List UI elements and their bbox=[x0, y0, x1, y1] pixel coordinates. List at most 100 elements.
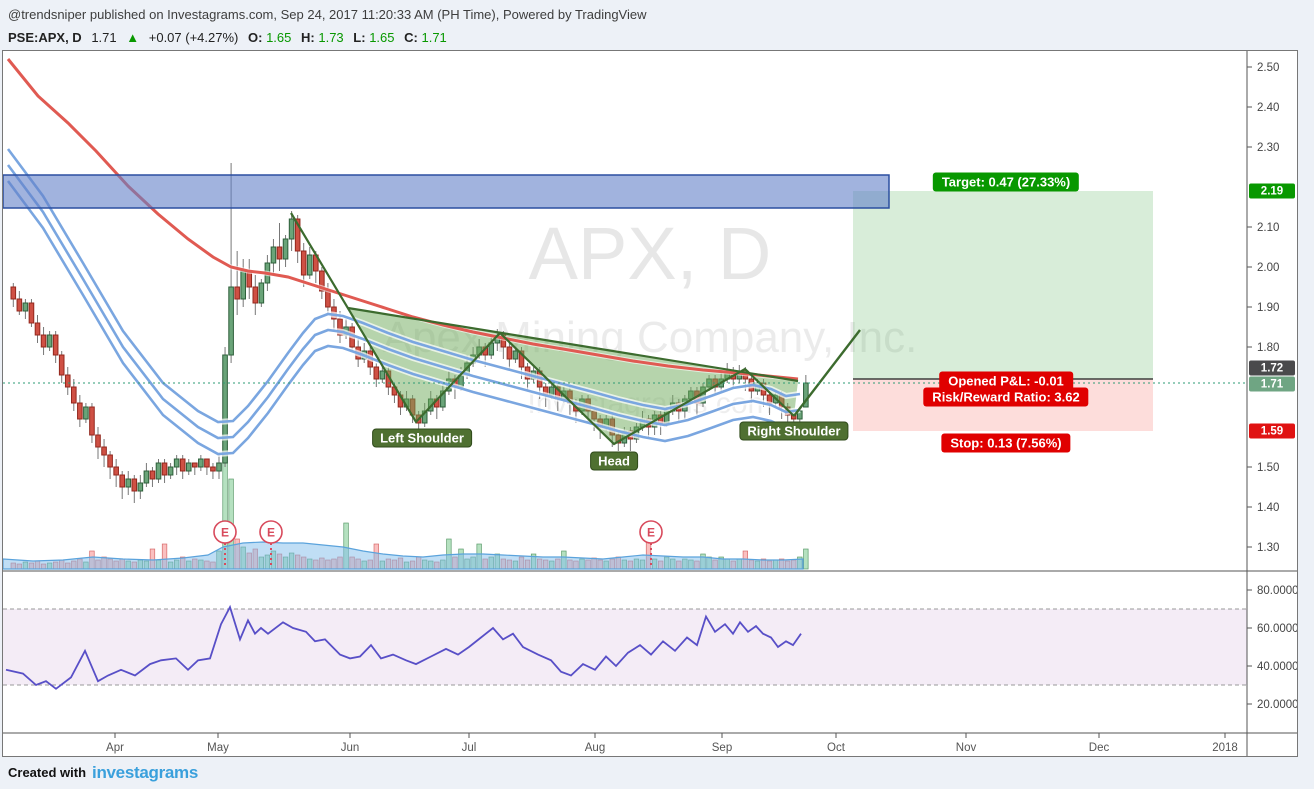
left-shoulder-label[interactable]: Left Shoulder bbox=[372, 428, 472, 448]
price-tick-label: 1.90 bbox=[1257, 302, 1279, 314]
resistance-zone[interactable] bbox=[3, 174, 890, 209]
earnings-marker-letter: E bbox=[267, 526, 275, 540]
earnings-marker-letter: E bbox=[221, 526, 229, 540]
month-label: Sep bbox=[712, 742, 732, 754]
candle-body bbox=[258, 282, 265, 304]
candle-body bbox=[294, 218, 301, 252]
month-label: Jul bbox=[462, 742, 477, 754]
candle-body bbox=[149, 470, 156, 480]
price-tick-label: 2.30 bbox=[1257, 142, 1279, 154]
candle-body bbox=[185, 462, 192, 472]
up-arrow-icon: ▲ bbox=[126, 30, 140, 45]
price-tick-label: 1.40 bbox=[1257, 502, 1279, 514]
candle-body bbox=[306, 254, 313, 276]
earnings-marker-circle[interactable] bbox=[639, 520, 663, 544]
price-tick-label: 2.40 bbox=[1257, 102, 1279, 114]
candle-body bbox=[52, 334, 59, 356]
created-with-text: Created with bbox=[8, 765, 87, 780]
candle-body bbox=[282, 238, 289, 260]
rsi-tick-label: 80.0000 bbox=[1257, 585, 1297, 597]
candle-body bbox=[192, 462, 198, 468]
month-label: Apr bbox=[106, 742, 124, 754]
candle-body bbox=[22, 302, 29, 312]
candle-body bbox=[325, 290, 331, 308]
chart-area[interactable]: APX, D Apex Mining Company, Inc. Investa… bbox=[2, 50, 1298, 757]
month-label: Jun bbox=[341, 742, 360, 754]
candle-body bbox=[210, 466, 216, 472]
month-label: Oct bbox=[827, 742, 846, 754]
pattern-outline[interactable] bbox=[290, 212, 795, 446]
price-tick-label: 2.50 bbox=[1257, 62, 1279, 74]
open-value: 1.65 bbox=[266, 30, 292, 45]
candle-body bbox=[300, 250, 307, 276]
stop-badge[interactable]: Stop: 0.13 (7.56%) bbox=[941, 433, 1071, 453]
price-tick-label: 1.50 bbox=[1257, 462, 1279, 474]
high-label: H: bbox=[301, 30, 315, 45]
candle-body bbox=[161, 462, 168, 476]
month-label: Aug bbox=[585, 742, 605, 754]
pattern-neckline[interactable] bbox=[347, 306, 799, 383]
candle-body bbox=[137, 482, 144, 492]
candle-body bbox=[10, 286, 17, 300]
candle-body bbox=[228, 286, 234, 356]
candle-body bbox=[40, 334, 47, 348]
blue-ma-line-3 bbox=[6, 180, 801, 456]
price-tick-label: 2.10 bbox=[1257, 222, 1279, 234]
price-axis-badge-1.72: 1.72 bbox=[1249, 360, 1295, 376]
target-zone-box[interactable] bbox=[853, 191, 1153, 379]
candle-body bbox=[319, 270, 325, 292]
pattern-fill[interactable] bbox=[348, 308, 798, 444]
candle-body bbox=[89, 406, 95, 436]
price-axis-badge-2.19: 2.19 bbox=[1249, 183, 1295, 199]
symbol-bar: PSE:APX, D 1.71 ▲ +0.07 (+4.27%) O: 1.65… bbox=[8, 30, 453, 45]
volume-bar bbox=[803, 548, 809, 570]
head-label[interactable]: Head bbox=[590, 451, 638, 471]
investagrams-logo[interactable]: investagrams bbox=[92, 763, 199, 782]
month-label: May bbox=[207, 742, 229, 754]
symbol-name: PSE:APX, D bbox=[8, 30, 82, 45]
candle-body bbox=[58, 354, 65, 376]
rsi-tick-label: 60.0000 bbox=[1257, 623, 1297, 635]
open-label: O: bbox=[248, 30, 263, 45]
month-label: Nov bbox=[956, 742, 977, 754]
price-axis-badge-1.71: 1.71 bbox=[1249, 376, 1295, 392]
blue-ma-line-2 bbox=[6, 164, 801, 440]
low-label: L: bbox=[353, 30, 366, 45]
close-label: C: bbox=[404, 30, 418, 45]
footer: Created with investagrams bbox=[8, 763, 198, 783]
candle-body bbox=[803, 382, 809, 408]
candle-body bbox=[179, 458, 186, 472]
earnings-marker-circle[interactable] bbox=[259, 520, 283, 544]
right-shoulder-label[interactable]: Right Shoulder bbox=[739, 421, 849, 441]
blue-ma-line-1 bbox=[6, 148, 801, 424]
candle-body bbox=[125, 478, 132, 488]
candle-body bbox=[276, 246, 283, 260]
volume-ma-area bbox=[3, 541, 804, 570]
candle-body bbox=[173, 458, 180, 468]
candle-body bbox=[155, 462, 162, 480]
rsi-tick-label: 40.0000 bbox=[1257, 661, 1297, 673]
candle-body bbox=[512, 350, 519, 360]
rsi-tick-label: 20.0000 bbox=[1257, 699, 1297, 711]
close-value: 1.71 bbox=[421, 30, 447, 45]
earnings-marker-circle[interactable] bbox=[213, 520, 237, 544]
price-axis-badge-1.59: 1.59 bbox=[1249, 423, 1295, 439]
candle-body bbox=[143, 470, 150, 484]
month-label: Dec bbox=[1089, 742, 1110, 754]
candle-body bbox=[288, 218, 295, 240]
target-badge[interactable]: Target: 0.47 (27.33%) bbox=[932, 172, 1080, 192]
candle-body bbox=[373, 366, 380, 380]
opened-pnl-badge[interactable]: Opened P&L: -0.01 bbox=[939, 371, 1073, 391]
price-change: +0.07 (+4.27%) bbox=[148, 30, 239, 45]
rsi-band bbox=[3, 609, 1247, 685]
candle-body bbox=[46, 334, 53, 348]
breakout-line[interactable] bbox=[793, 329, 861, 417]
candle-body bbox=[16, 298, 23, 312]
earnings-marker-letter: E bbox=[647, 526, 655, 540]
risk-reward-badge[interactable]: Risk/Reward Ratio: 3.62 bbox=[923, 387, 1089, 407]
last-price: 1.71 bbox=[91, 30, 117, 45]
price-chart-svg[interactable]: E E E 2.50 2.40 2.30 2.10 2.00 1.90 1.80 1.50 1.40 1… bbox=[3, 51, 1297, 756]
attribution-text: @trendsniper published on Investagrams.c… bbox=[8, 7, 647, 22]
candle-body bbox=[222, 354, 228, 464]
price-tick-label: 2.00 bbox=[1257, 262, 1279, 274]
